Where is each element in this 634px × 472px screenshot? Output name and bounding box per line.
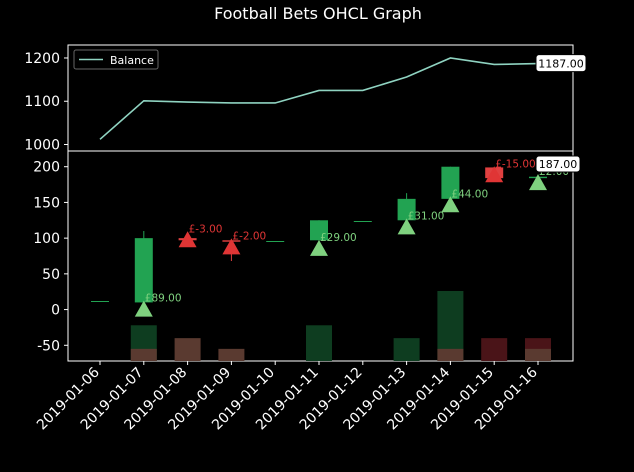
bet-marker (529, 174, 547, 191)
volume-bar (130, 348, 157, 361)
volume-bar (306, 325, 332, 361)
ohlc-last-value-label: 187.00 (539, 158, 578, 171)
balance-ytick-label: 1000 (24, 138, 60, 154)
bet-marker (222, 238, 241, 255)
legend-label: Balance (110, 54, 154, 67)
volume-bar (218, 348, 245, 361)
ohlc-ytick-label: -50 (37, 338, 60, 354)
candle-body (397, 198, 416, 221)
bet-marker-label: £-15.00 (495, 158, 536, 170)
candle-body (310, 220, 328, 241)
balance-last-value-box (535, 54, 587, 73)
bet-marker-label: £31.00 (408, 210, 445, 222)
bet-marker (310, 239, 328, 256)
candle-body (91, 301, 109, 302)
legend-box (73, 49, 159, 70)
volume-bar (525, 348, 551, 361)
bet-marker (397, 218, 416, 235)
ohlc-ytick-label: 150 (33, 195, 60, 211)
chart-title: Football Bets OHCL Graph (214, 4, 422, 23)
bet-marker-label: £-2.00 (232, 230, 266, 242)
bet-marker (485, 166, 504, 183)
ohlc-ytick-label: 200 (33, 160, 60, 176)
volume-bar (393, 338, 420, 361)
balance-ytick-label: 1200 (24, 51, 60, 67)
ohlc-last-value-box (535, 155, 581, 173)
candle-body (353, 221, 372, 222)
ohlc-ytick-label: 100 (33, 231, 60, 247)
bet-marker-label: £89.00 (145, 293, 182, 305)
bet-marker-label: £-3.00 (189, 223, 223, 235)
ohlc-ytick-label: 0 (51, 303, 60, 319)
bet-marker (441, 196, 460, 213)
candle-body (134, 238, 153, 303)
balance-panel: 1000 1100 1200 Balance 1187.00 (24, 44, 587, 154)
balance-ytick-label: 1100 (24, 94, 60, 110)
ohlc-panel: £89.00 £-3.00 £-2.00 £29.00 £31.00 £44.00 £-15… (33, 150, 581, 433)
volume-bar (174, 338, 201, 361)
volume-bar (437, 348, 464, 361)
ohlc-ytick-label: 50 (42, 267, 60, 283)
bet-marker-label: £44.00 (451, 188, 488, 200)
bet-marker (178, 231, 197, 248)
volume-bar (481, 338, 508, 361)
candle-body (266, 241, 285, 242)
bet-marker (134, 300, 153, 317)
balance-last-value-label: 1187.00 (538, 58, 584, 71)
bet-marker-label: £29.00 (320, 232, 357, 244)
candle-body (441, 166, 460, 199)
balance-line (99, 57, 539, 140)
